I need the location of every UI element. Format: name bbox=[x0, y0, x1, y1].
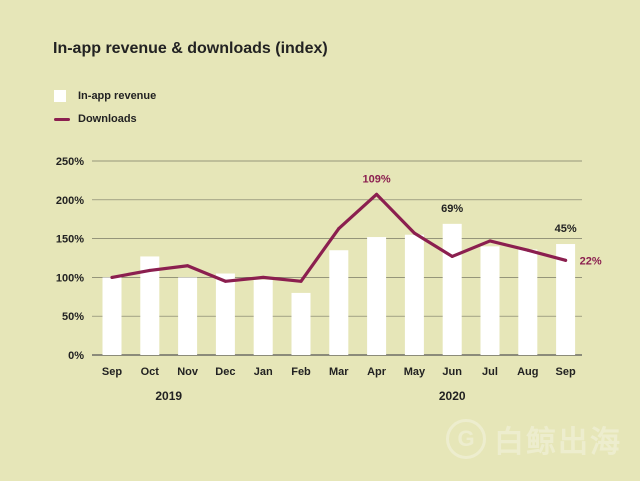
bar bbox=[480, 246, 500, 355]
x-tick-label: Aug bbox=[517, 366, 538, 378]
x-tick-label: Dec bbox=[215, 366, 235, 378]
downloads-point bbox=[148, 268, 152, 272]
chart-title: In-app revenue & downloads (index) bbox=[53, 40, 328, 57]
legend-item-downloads: Downloads bbox=[54, 113, 137, 125]
year-label: 2020 bbox=[439, 389, 466, 403]
downloads-point bbox=[186, 264, 190, 268]
downloads-point bbox=[375, 192, 379, 196]
watermark-text: 白鲸出海 bbox=[494, 426, 622, 459]
legend-swatch-revenue bbox=[54, 90, 66, 102]
downloads-point bbox=[412, 231, 416, 235]
bar bbox=[102, 277, 122, 355]
downloads-point bbox=[450, 254, 454, 258]
x-tick-label: Mar bbox=[329, 366, 349, 378]
bar bbox=[367, 237, 387, 355]
x-tick-label: Nov bbox=[177, 366, 199, 378]
y-tick-label: 50% bbox=[62, 311, 84, 323]
year-label: 2019 bbox=[155, 389, 182, 403]
x-tick-label: Jan bbox=[254, 366, 273, 378]
x-tick-label: Feb bbox=[291, 366, 311, 378]
data-label: 69% bbox=[441, 203, 463, 215]
y-tick-label: 250% bbox=[56, 156, 84, 168]
bar bbox=[329, 250, 349, 355]
data-label: 22% bbox=[580, 255, 602, 267]
x-tick-label: Jul bbox=[482, 366, 498, 378]
bar bbox=[404, 234, 424, 355]
downloads-point bbox=[261, 275, 265, 279]
legend-item-revenue: In-app revenue bbox=[54, 90, 156, 102]
bar bbox=[556, 244, 576, 355]
x-tick-label: Jun bbox=[442, 366, 462, 378]
downloads-point bbox=[223, 279, 227, 283]
y-tick-label: 100% bbox=[56, 272, 84, 284]
bar bbox=[518, 249, 538, 355]
bar bbox=[178, 277, 198, 355]
data-label: 45% bbox=[555, 223, 577, 235]
x-tick-label: Apr bbox=[367, 366, 387, 378]
downloads-point bbox=[564, 258, 568, 262]
x-tick-label: Sep bbox=[556, 366, 576, 378]
downloads-point bbox=[488, 239, 492, 243]
x-tick-label: Oct bbox=[141, 366, 160, 378]
y-tick-label: 0% bbox=[68, 350, 84, 362]
bar bbox=[442, 223, 462, 355]
watermark-logo-icon: G bbox=[446, 419, 486, 459]
legend-label-downloads: Downloads bbox=[78, 113, 137, 125]
legend-label-revenue: In-app revenue bbox=[78, 90, 157, 102]
bar bbox=[215, 273, 235, 355]
y-tick-label: 200% bbox=[56, 195, 84, 207]
legend-swatch-downloads bbox=[54, 117, 70, 121]
data-label: 109% bbox=[363, 173, 391, 185]
downloads-point bbox=[526, 248, 530, 252]
downloads-point bbox=[337, 227, 341, 231]
x-tick-label: Sep bbox=[102, 366, 122, 378]
bar bbox=[140, 256, 160, 355]
x-tick-label: May bbox=[404, 366, 426, 378]
downloads-point bbox=[110, 275, 114, 279]
y-tick-label: 150% bbox=[56, 234, 84, 246]
downloads-point bbox=[299, 279, 303, 283]
watermark: G 白鲸出海 bbox=[446, 417, 622, 461]
bar bbox=[253, 279, 273, 355]
bar bbox=[291, 292, 311, 355]
